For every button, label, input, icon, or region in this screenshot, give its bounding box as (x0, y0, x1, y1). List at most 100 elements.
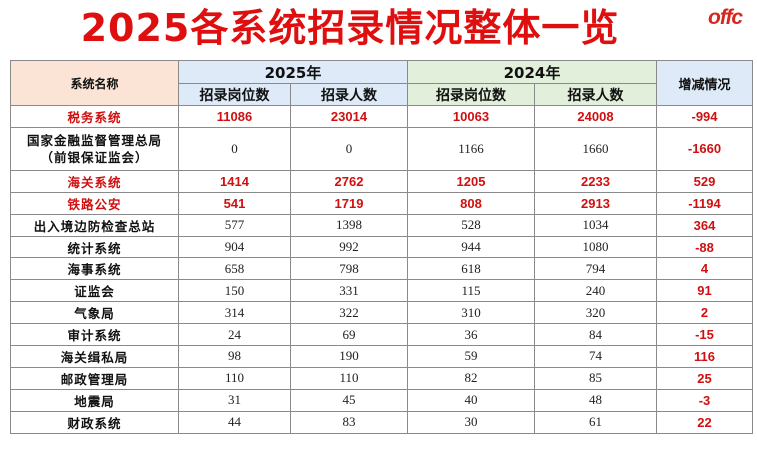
cell-change: -1660 (656, 126, 753, 171)
cell-change: -994 (656, 105, 753, 128)
cell-2025-positions: 1414 (178, 169, 291, 193)
table-row: 统计系统 904 992 944 1080 -88 (10, 235, 753, 259)
cell-2025-people: 331 (290, 279, 408, 303)
cell-2025-people: 2762 (290, 169, 408, 193)
header-system-name: 系统名称 (10, 60, 179, 106)
row-name: 海关系统 (10, 169, 179, 193)
cell-change: 25 (656, 366, 753, 390)
table-row: 海关缉私局 98 190 59 74 116 (10, 345, 753, 368)
cell-2025-positions: 577 (178, 213, 291, 237)
cell-2025-people: 992 (290, 235, 408, 259)
cell-change: 91 (656, 279, 753, 303)
cell-2024-positions: 310 (407, 301, 535, 325)
cell-2024-people: 61 (534, 410, 657, 434)
row-name: 海关缉私局 (10, 345, 179, 368)
table-row: 证监会 150 331 115 240 91 (10, 279, 753, 303)
header-2024-positions: 招录岗位数 (407, 83, 535, 106)
cell-2024-positions: 10063 (407, 105, 535, 128)
cell-change: 22 (656, 410, 753, 434)
page-title: 2025各系统招录情况整体一览 (80, 6, 620, 50)
cell-2024-people: 320 (534, 301, 657, 325)
cell-2025-positions: 11086 (178, 105, 291, 128)
row-name: 国家金融监督管理总局 （前银保证监会） (10, 126, 179, 171)
row-name: 气象局 (10, 301, 179, 325)
table-row: 财政系统 44 83 30 61 22 (10, 410, 753, 434)
cell-2024-people: 794 (534, 257, 657, 281)
cell-change: 2 (656, 301, 753, 325)
cell-2024-people: 84 (534, 323, 657, 347)
header-2024-people: 招录人数 (534, 83, 657, 106)
cell-change: -1194 (656, 191, 753, 215)
cell-2024-positions: 808 (407, 191, 535, 215)
row-name: 铁路公安 (10, 191, 179, 215)
cell-2024-people: 240 (534, 279, 657, 303)
header-2025-people: 招录人数 (290, 83, 408, 106)
row-name: 海事系统 (10, 257, 179, 281)
cell-2024-people: 1034 (534, 213, 657, 237)
cell-2024-positions: 59 (407, 345, 535, 368)
row-name: 邮政管理局 (10, 366, 179, 390)
cell-change: -15 (656, 323, 753, 347)
cell-2024-people: 2913 (534, 191, 657, 215)
row-name-line1: 国家金融监督管理总局 (26, 132, 162, 148)
table-row: 地震局 31 45 40 48 -3 (10, 388, 753, 412)
cell-2025-people: 798 (290, 257, 408, 281)
cell-2024-positions: 1166 (407, 126, 535, 171)
row-name-line2: （前银保证监会） (40, 149, 149, 165)
cell-change: -3 (656, 388, 753, 412)
table-row: 出入境边防检查总站 577 1398 528 1034 364 (10, 213, 753, 237)
cell-2024-positions: 618 (407, 257, 535, 281)
table-row: 铁路公安 541 1719 808 2913 -1194 (10, 191, 753, 215)
table-row: 税务系统 11086 23014 10063 24008 -994 (10, 105, 753, 128)
cell-2024-people: 1080 (534, 235, 657, 259)
cell-2025-people: 0 (290, 126, 408, 171)
cell-2024-positions: 944 (407, 235, 535, 259)
cell-2025-positions: 31 (178, 388, 291, 412)
cell-2025-positions: 110 (178, 366, 291, 390)
cell-2024-positions: 115 (407, 279, 535, 303)
row-name: 地震局 (10, 388, 179, 412)
brand-logo: offc (708, 6, 743, 29)
cell-2025-positions: 44 (178, 410, 291, 434)
cell-2025-people: 23014 (290, 105, 408, 128)
table-row: 邮政管理局 110 110 82 85 25 (10, 366, 753, 390)
table-row: 海关系统 1414 2762 1205 2233 529 (10, 169, 753, 193)
cell-2024-people: 24008 (534, 105, 657, 128)
row-name: 统计系统 (10, 235, 179, 259)
table-row: 审计系统 24 69 36 84 -15 (10, 323, 753, 347)
header-2025-positions: 招录岗位数 (178, 83, 291, 106)
cell-2025-positions: 314 (178, 301, 291, 325)
recruitment-table: 系统名称 2025年 2024年 增减情况 招录岗位数 招录人数 招录岗位数 招… (10, 60, 753, 434)
row-name: 证监会 (10, 279, 179, 303)
cell-2025-people: 45 (290, 388, 408, 412)
cell-2025-positions: 658 (178, 257, 291, 281)
cell-2025-people: 1719 (290, 191, 408, 215)
header-change: 增减情况 (656, 60, 753, 106)
cell-change: 529 (656, 169, 753, 193)
cell-2024-people: 1660 (534, 126, 657, 171)
cell-2025-positions: 0 (178, 126, 291, 171)
cell-2025-people: 69 (290, 323, 408, 347)
row-name: 审计系统 (10, 323, 179, 347)
table-row: 气象局 314 322 310 320 2 (10, 301, 753, 325)
cell-2025-people: 190 (290, 345, 408, 368)
row-name: 税务系统 (10, 105, 179, 128)
cell-2025-positions: 150 (178, 279, 291, 303)
cell-2025-positions: 904 (178, 235, 291, 259)
cell-2024-people: 85 (534, 366, 657, 390)
cell-2025-people: 322 (290, 301, 408, 325)
table-row: 国家金融监督管理总局 （前银保证监会） 0 0 1166 1660 -1660 (10, 126, 753, 171)
cell-2024-people: 74 (534, 345, 657, 368)
cell-change: -88 (656, 235, 753, 259)
cell-2024-positions: 528 (407, 213, 535, 237)
cell-2025-positions: 541 (178, 191, 291, 215)
cell-2025-people: 110 (290, 366, 408, 390)
cell-2024-positions: 30 (407, 410, 535, 434)
header-year-2025: 2025年 (178, 60, 408, 84)
cell-change: 4 (656, 257, 753, 281)
cell-2025-positions: 24 (178, 323, 291, 347)
cell-2024-positions: 1205 (407, 169, 535, 193)
header-year-2024: 2024年 (407, 60, 657, 84)
cell-2024-positions: 36 (407, 323, 535, 347)
cell-2024-people: 2233 (534, 169, 657, 193)
